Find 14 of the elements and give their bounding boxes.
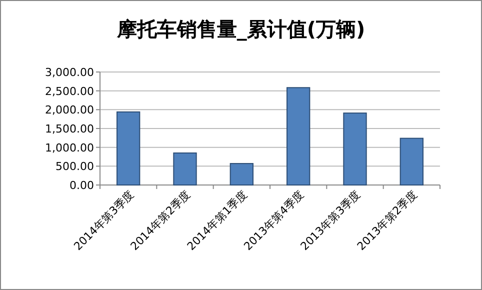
bar xyxy=(230,163,254,186)
bar xyxy=(343,112,367,186)
y-tick-label: 1,000.00 xyxy=(45,141,94,154)
y-tick-label: 2,500.00 xyxy=(45,84,94,98)
bar xyxy=(286,87,310,186)
y-tick-label: 2,000.00 xyxy=(45,104,94,117)
bar xyxy=(400,138,424,186)
chart-title: 摩托车销售量_累计值(万辆) xyxy=(116,17,366,41)
y-tick-label: 0.00 xyxy=(70,179,94,192)
y-tick-label: 3,000.00 xyxy=(45,66,94,79)
bar xyxy=(173,152,197,186)
y-tick-label: 500.00 xyxy=(56,160,94,174)
bar xyxy=(116,111,140,186)
y-tick-label: 1,500.00 xyxy=(45,122,94,136)
